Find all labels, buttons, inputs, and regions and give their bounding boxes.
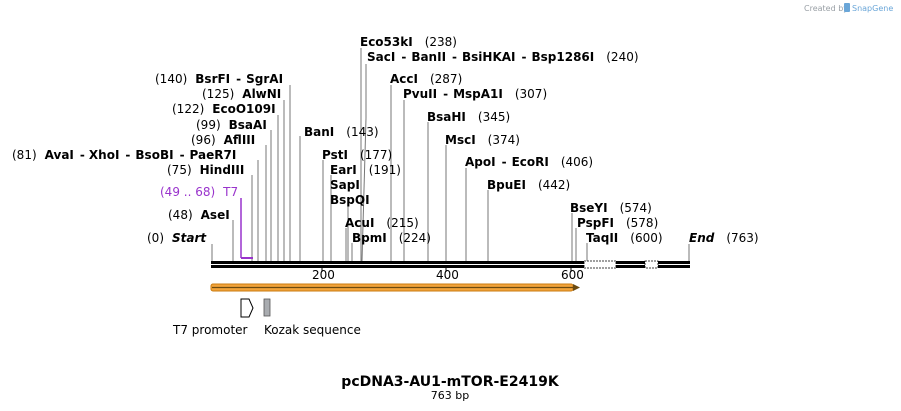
ambiguous-region-1 bbox=[583, 260, 617, 269]
site-afliii[interactable]: (96) AflIII bbox=[191, 133, 255, 147]
t7-promoter-arrow-icon bbox=[240, 298, 254, 318]
site-sapi[interactable]: SapI bbox=[330, 178, 360, 192]
site-bsahi[interactable]: BsaHI (345) bbox=[427, 110, 510, 124]
site-acci[interactable]: AccI (287) bbox=[390, 72, 462, 86]
site-eco53ki[interactable]: Eco53kI (238) bbox=[360, 35, 457, 49]
end-label: End (763) bbox=[689, 231, 759, 245]
credit-brand: SnapGene bbox=[852, 4, 893, 13]
kozak-box-icon bbox=[263, 298, 271, 317]
site-avai-group[interactable]: (81) AvaI - XhoI - BsoBI - PaeR7I bbox=[12, 148, 236, 162]
sequence-backbone bbox=[211, 260, 690, 272]
site-eari[interactable]: EarI (191) bbox=[330, 163, 401, 177]
tick-label-400: 400 bbox=[436, 268, 459, 282]
tick-label-200: 200 bbox=[312, 268, 335, 282]
site-leader-lines bbox=[211, 48, 690, 262]
site-bseyi[interactable]: BseYI (574) bbox=[570, 201, 652, 215]
site-bani[interactable]: BanI (143) bbox=[304, 125, 379, 139]
t7-promoter-feature[interactable]: T7 promoter bbox=[172, 298, 254, 337]
site-bpuei[interactable]: BpuEI (442) bbox=[487, 178, 570, 192]
site-pspfi[interactable]: PspFI (578) bbox=[577, 216, 658, 230]
map-length: 763 bp bbox=[431, 389, 469, 402]
site-ecoo109i[interactable]: (122) EcoO109I bbox=[172, 102, 276, 116]
tick-label-600: 600 bbox=[561, 268, 584, 282]
site-alwni[interactable]: (125) AlwNI bbox=[202, 87, 281, 101]
feature-label-kozak: Kozak sequence bbox=[264, 323, 361, 337]
site-bsrfi-group[interactable]: (140) BsrFI - SgrAI bbox=[155, 72, 283, 86]
site-psti[interactable]: PstI (177) bbox=[322, 148, 392, 162]
site-bpmi[interactable]: BpmI (224) bbox=[352, 231, 431, 245]
site-bsaai[interactable]: (99) BsaAI bbox=[196, 118, 267, 132]
site-msci[interactable]: MscI (374) bbox=[445, 133, 520, 147]
map-title: pcDNA3-AU1-mTOR-E2419K bbox=[341, 374, 560, 390]
snapgene-logo-icon bbox=[844, 3, 850, 12]
backbone-top-strand bbox=[211, 261, 690, 264]
primer-t7-label[interactable]: (49 .. 68) T7 bbox=[160, 185, 238, 199]
feature-label-t7-promoter: T7 promoter bbox=[172, 323, 248, 337]
kozak-sequence-feature[interactable]: Kozak sequence bbox=[263, 298, 361, 337]
site-taqii[interactable]: TaqII (600) bbox=[586, 231, 663, 245]
leader-saci-b bbox=[361, 117, 367, 262]
backbone-bottom-strand bbox=[211, 265, 690, 268]
site-asei[interactable]: (48) AseI bbox=[168, 208, 230, 222]
start-label: (0) Start bbox=[147, 231, 207, 245]
ambiguous-region-2 bbox=[644, 260, 659, 269]
site-hindiii[interactable]: (75) HindIII bbox=[167, 163, 244, 177]
site-bspqi[interactable]: BspQI bbox=[330, 193, 370, 207]
site-saci-group[interactable]: SacI - BanII - BsiHKAI - Bsp1286I (240) bbox=[367, 50, 639, 64]
primer-t7[interactable] bbox=[240, 198, 253, 259]
orf-arrow[interactable] bbox=[210, 283, 580, 292]
site-apoi-group[interactable]: ApoI - EcoRI (406) bbox=[465, 155, 593, 169]
site-acui[interactable]: AcuI (215) bbox=[345, 216, 419, 230]
site-pvuii-group[interactable]: PvuII - MspA1I (307) bbox=[403, 87, 547, 101]
restriction-site-labels: Eco53kI (238) SacI - BanII - BsiHKAI - Bsp1286I… bbox=[12, 35, 759, 245]
credit-prefix: Created by bbox=[804, 4, 848, 13]
